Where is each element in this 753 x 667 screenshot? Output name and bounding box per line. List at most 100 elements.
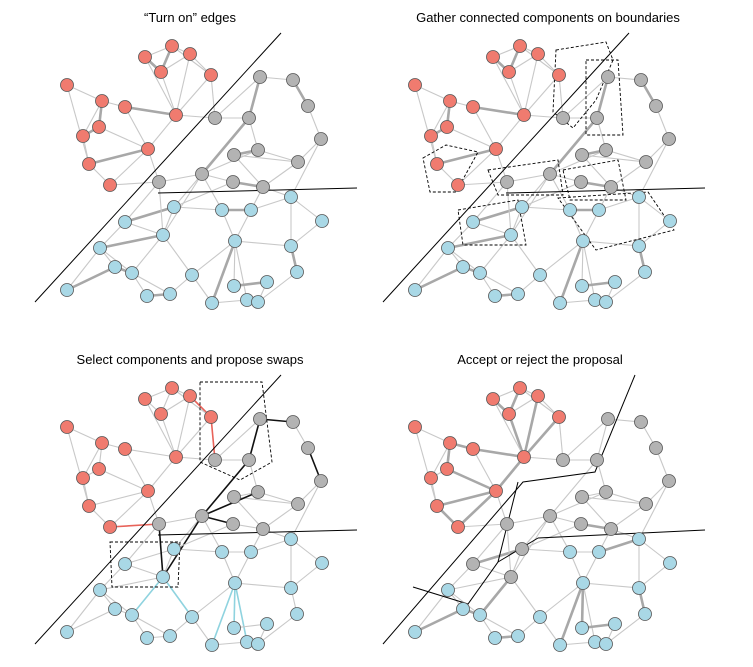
graph-edge [510,515,551,578]
graph-node [430,157,444,171]
graph-node [634,73,648,87]
graph-node [466,442,480,456]
graph-edge [414,247,449,291]
graph-edge [262,503,299,530]
graph-edge [175,395,191,458]
graph-edge [610,503,647,530]
graph-node [563,545,577,559]
graph-node [531,389,545,403]
graph-node [205,296,219,310]
graph-edge [233,582,236,629]
graph-edge [605,149,647,163]
graph-edge [414,589,449,633]
graph-node [608,617,622,631]
component-outline [552,41,614,129]
boundary-line [382,32,630,303]
graph-edge [539,240,584,276]
graph-node [286,415,300,429]
graph-node [440,120,454,134]
graph-node [215,203,229,217]
graph-node [167,200,181,214]
graph-edge [99,576,164,591]
graph-node [543,167,557,181]
graph-edge [414,426,438,507]
graph-edge [447,576,512,591]
graph-edge [201,149,259,175]
graph-edge [457,490,497,528]
graph-node [185,268,199,282]
graph-edge [581,154,612,188]
graph-node [226,517,240,531]
node-layer [60,39,329,310]
graph-node [291,155,305,169]
graph-node [314,474,328,488]
graph-edge [582,240,596,301]
graph-node [95,436,109,450]
graph-edge [549,459,598,517]
graph-node [430,499,444,513]
graph-edge [98,468,149,492]
graph-node [500,175,514,189]
graph-edge [479,614,519,637]
graph-node [563,203,577,217]
graph-node [93,583,107,597]
graph-node [154,65,168,79]
graph-node [125,608,139,622]
component-outline [562,159,627,201]
graph-node [552,410,566,424]
graph-edge [446,126,497,150]
panel-title: Gather connected components on boundarie… [416,10,680,25]
graph-node [488,631,502,645]
graph-node [574,517,588,531]
graph-node [604,180,618,194]
panel-title: Select components and propose swaps [77,352,304,367]
graph-edge [250,538,292,553]
graph-node [93,241,107,255]
graph-node [103,520,117,534]
graph-edge [414,84,438,165]
graph-node [515,200,529,214]
graph-edge [507,413,526,458]
graph-edge [233,154,264,188]
graph-node [315,214,329,228]
graph-edge [506,523,512,578]
graph-edge [472,181,508,223]
graph-node [205,638,219,652]
graph-edge [66,247,101,291]
graph-node [242,111,256,125]
graph-node [590,111,604,125]
graph-edge [558,240,585,304]
graph-edge [124,548,175,565]
graph-node [251,637,265,651]
graph-edge [124,105,177,117]
edge-layer [414,387,671,646]
graph-edge [558,74,564,119]
graph-edge [162,173,203,236]
graph-edge [124,205,175,224]
graph-node [152,517,166,531]
component-outline [199,381,273,481]
graph-node [632,581,646,595]
graph-node [140,289,154,303]
graph-node [488,289,502,303]
graph-edge [478,576,513,616]
graph-node [314,132,328,146]
graph-edge [595,76,610,119]
graph-node [260,275,274,289]
graph-node [502,65,516,79]
graph-edge [248,418,261,461]
graph-node [638,607,652,621]
graph-edge [508,71,525,116]
graph-edge [191,240,236,276]
graph-edge [472,523,508,565]
graph-edge [495,114,525,150]
graph-node [156,570,170,584]
graph-edge [472,448,497,492]
graph-node [195,167,209,181]
graph-node [118,100,132,114]
graph-edge [214,418,261,461]
graph-edge [582,240,640,247]
graph-node [574,175,588,189]
component-outline [585,59,624,136]
